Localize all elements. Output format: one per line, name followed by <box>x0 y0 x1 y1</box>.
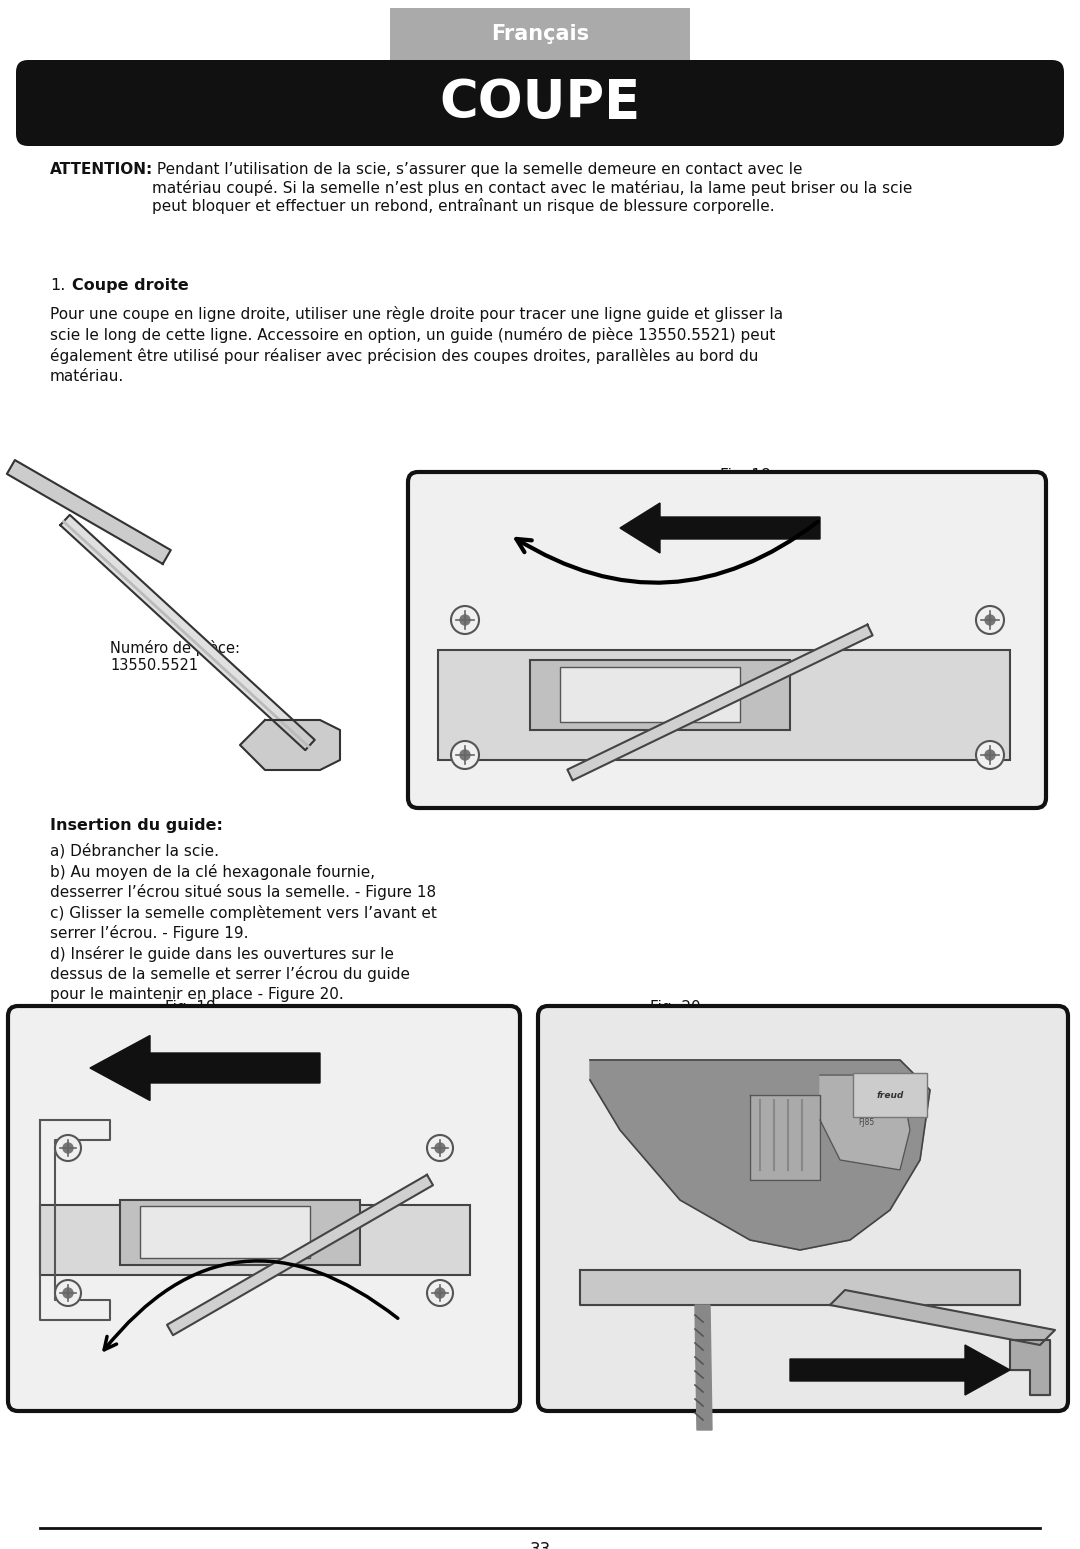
FancyArrow shape <box>789 1345 1010 1396</box>
Polygon shape <box>590 1060 930 1250</box>
FancyBboxPatch shape <box>561 668 740 722</box>
Text: matériau.: matériau. <box>50 369 124 384</box>
Text: ATTENTION:: ATTENTION: <box>50 163 153 177</box>
Circle shape <box>435 1143 445 1152</box>
Text: Français: Français <box>491 23 589 43</box>
Circle shape <box>427 1279 453 1306</box>
Polygon shape <box>696 1304 712 1430</box>
Text: Insertion du guide:: Insertion du guide: <box>50 818 222 833</box>
Circle shape <box>985 615 995 624</box>
Text: pour le maintenir en place - Figure 20.: pour le maintenir en place - Figure 20. <box>50 987 343 1002</box>
Text: Fig. 19: Fig. 19 <box>165 1001 216 1015</box>
Circle shape <box>55 1279 81 1306</box>
Text: Coupe droite: Coupe droite <box>72 277 189 293</box>
Text: Fig. 18: Fig. 18 <box>720 468 771 483</box>
Text: 1.: 1. <box>50 277 66 293</box>
Circle shape <box>451 606 480 634</box>
FancyBboxPatch shape <box>530 660 789 730</box>
FancyArrow shape <box>620 503 820 553</box>
Circle shape <box>451 740 480 768</box>
Text: serrer l’écrou. - Figure 19.: serrer l’écrou. - Figure 19. <box>50 925 248 940</box>
Text: Numéro de pièce:
13550.5521: Numéro de pièce: 13550.5521 <box>110 640 240 674</box>
FancyBboxPatch shape <box>140 1207 310 1258</box>
Text: d) Insérer le guide dans les ouvertures sur le: d) Insérer le guide dans les ouvertures … <box>50 945 394 962</box>
Text: a) Débrancher la scie.: a) Débrancher la scie. <box>50 843 219 858</box>
Polygon shape <box>1010 1340 1050 1396</box>
FancyBboxPatch shape <box>120 1200 360 1266</box>
Circle shape <box>427 1135 453 1162</box>
Circle shape <box>55 1135 81 1162</box>
Text: freud: freud <box>876 1090 904 1100</box>
Polygon shape <box>750 1095 820 1180</box>
Circle shape <box>435 1289 445 1298</box>
Text: b) Au moyen de la clé hexagonale fournie,: b) Au moyen de la clé hexagonale fournie… <box>50 863 375 880</box>
Circle shape <box>460 615 470 624</box>
Circle shape <box>985 750 995 761</box>
Text: Pour une coupe en ligne droite, utiliser une règle droite pour tracer une ligne : Pour une coupe en ligne droite, utiliser… <box>50 307 783 322</box>
Polygon shape <box>240 720 340 770</box>
FancyBboxPatch shape <box>408 472 1047 809</box>
Text: dessus de la semelle et serrer l’écrou du guide: dessus de la semelle et serrer l’écrou d… <box>50 967 410 982</box>
FancyBboxPatch shape <box>853 1073 927 1117</box>
Circle shape <box>63 1143 73 1152</box>
Text: COUPE: COUPE <box>440 77 640 129</box>
Polygon shape <box>167 1174 433 1335</box>
Text: également être utilisé pour réaliser avec précision des coupes droites, parallèl: également être utilisé pour réaliser ave… <box>50 349 758 364</box>
Polygon shape <box>60 514 314 750</box>
FancyBboxPatch shape <box>538 1005 1068 1411</box>
Polygon shape <box>580 1270 1020 1304</box>
Circle shape <box>460 750 470 761</box>
FancyBboxPatch shape <box>438 651 1010 761</box>
Polygon shape <box>6 460 171 564</box>
Text: 33: 33 <box>529 1541 551 1549</box>
Polygon shape <box>831 1290 1055 1345</box>
Text: Fig. 20: Fig. 20 <box>650 1001 701 1015</box>
Text: FJ85: FJ85 <box>858 1118 874 1128</box>
Text: Pendant l’utilisation de la scie, s’assurer que la semelle demeure en contact av: Pendant l’utilisation de la scie, s’assu… <box>152 163 913 214</box>
FancyBboxPatch shape <box>8 1005 519 1411</box>
Circle shape <box>976 740 1004 768</box>
FancyArrow shape <box>90 1035 320 1100</box>
Text: scie le long de cette ligne. Accessoire en option, un guide (numéro de pièce 135: scie le long de cette ligne. Accessoire … <box>50 327 775 342</box>
FancyBboxPatch shape <box>390 8 690 60</box>
Polygon shape <box>567 624 873 781</box>
Polygon shape <box>820 1075 910 1169</box>
Text: c) Glisser la semelle complètement vers l’avant et: c) Glisser la semelle complètement vers … <box>50 905 437 920</box>
Circle shape <box>63 1289 73 1298</box>
FancyBboxPatch shape <box>40 1205 470 1275</box>
Text: desserrer l’écrou situé sous la semelle. - Figure 18: desserrer l’écrou situé sous la semelle.… <box>50 884 436 900</box>
Circle shape <box>976 606 1004 634</box>
FancyBboxPatch shape <box>16 60 1064 146</box>
